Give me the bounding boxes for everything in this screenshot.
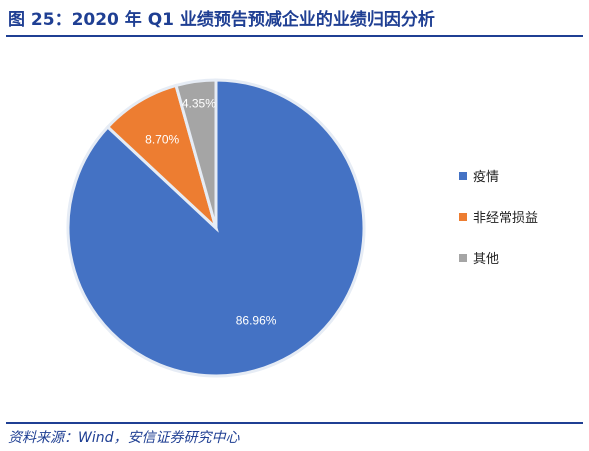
data-label-2: 8.70% [145,133,179,147]
pie-slice-3 [174,78,218,229]
legend-swatch-1 [459,172,467,180]
legend-label-2: 非经常损益 [473,211,538,226]
source-note: 资料来源：Wind，安信证券研究中心 [8,430,240,446]
data-label-1: 86.96% [236,313,277,327]
legend-swatch-2 [459,213,467,221]
source-rule [6,422,583,424]
data-label-3: 4.35% [182,96,216,110]
legend-label-3: 其他 [473,252,499,267]
figure-title: 图 25：2020 年 Q1 业绩预告预减企业的业绩归因分析 [8,10,435,30]
pie-slices [66,78,366,378]
legend-label-1: 疫情 [473,169,499,185]
pie-data-labels: 86.96% 8.70% 4.35% [145,96,277,327]
legend-swatch-3 [459,254,467,262]
title-rule [6,35,583,37]
